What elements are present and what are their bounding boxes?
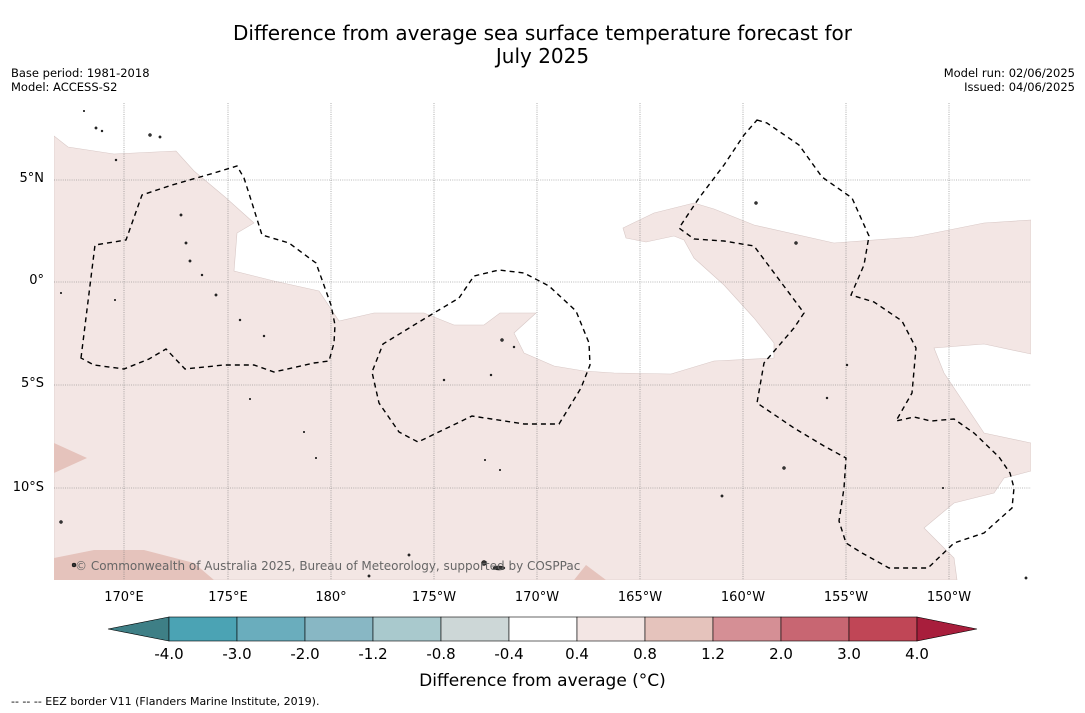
lat-label-10s: 10°S <box>12 480 44 495</box>
eez-legend-note: -- -- -- EEZ border V11 (Flanders Marine… <box>11 695 320 708</box>
island <box>214 293 218 297</box>
sst-anomaly-map <box>54 103 1031 580</box>
lat-label-5s: 5°S <box>20 376 44 391</box>
colorbar-box <box>576 616 646 642</box>
lat-label-0: 0° <box>29 273 44 288</box>
title-line-2: July 2025 <box>495 44 590 68</box>
colorbar-box <box>440 616 510 642</box>
lon-label-165w: 165°W <box>617 590 663 605</box>
title-line-1: Difference from average sea surface temp… <box>232 21 852 45</box>
anomaly-region-main <box>54 135 1031 580</box>
colorbar-box <box>712 616 782 642</box>
island <box>481 560 487 566</box>
colorbar-box <box>372 616 442 642</box>
island <box>114 158 118 162</box>
lon-label-160w: 160°W <box>720 590 766 605</box>
island <box>794 241 798 245</box>
island <box>483 458 487 462</box>
island <box>367 574 371 578</box>
anomaly-patch-southwest <box>54 550 214 580</box>
graticule <box>54 103 1031 580</box>
colorbar-box <box>644 616 714 642</box>
island <box>498 468 502 472</box>
colorbar-tick-label: -2.0 <box>290 645 320 663</box>
colorbar-tick-label: 1.2 <box>701 645 725 663</box>
islands <box>59 109 1028 580</box>
island <box>188 259 192 263</box>
island <box>200 273 204 277</box>
eez-borders <box>80 119 1015 569</box>
island <box>148 133 152 137</box>
island <box>262 334 266 338</box>
lon-label-170e: 170°E <box>104 590 144 605</box>
island <box>754 201 758 205</box>
colorbar-box <box>236 616 306 642</box>
island <box>184 241 188 245</box>
lat-label-5n: 5°N <box>19 171 45 186</box>
island <box>314 456 318 460</box>
island <box>782 466 786 470</box>
colorbar-tick-label: 2.0 <box>769 645 793 663</box>
lon-label-175w: 175°W <box>411 590 457 605</box>
lon-label-155w: 155°W <box>823 590 869 605</box>
colorbar-tick-label: -1.2 <box>358 645 388 663</box>
island <box>941 486 945 490</box>
colorbar-tick-label: 4.0 <box>905 645 929 663</box>
colorbar-tick-label: 0.4 <box>565 645 589 663</box>
island <box>825 396 829 400</box>
copyright-notice: © Commonwealth of Australia 2025, Bureau… <box>75 559 581 573</box>
colorbar-tick-label: 3.0 <box>837 645 861 663</box>
island <box>113 298 117 302</box>
island <box>158 135 162 139</box>
colorbar-tick-label: -4.0 <box>154 645 184 663</box>
colorbar-extend-high <box>916 616 978 642</box>
colorbar-tick-label: -0.8 <box>426 645 456 663</box>
colorbar-box <box>168 616 238 642</box>
eez-border-kiribati-line <box>678 119 1015 569</box>
anomaly-patch-west <box>54 443 87 473</box>
island <box>59 520 63 524</box>
meta-right: Model run: 02/06/2025 Issued: 04/06/2025 <box>944 66 1075 94</box>
colorbar-extend-low <box>107 616 170 642</box>
lon-label-175e: 175°E <box>208 590 248 605</box>
colorbar-box <box>508 616 578 642</box>
lon-label-170w: 170°W <box>514 590 560 605</box>
colorbar-box <box>848 616 918 642</box>
chart-title: Difference from average sea surface temp… <box>0 22 1085 68</box>
issued-date: Issued: 04/06/2025 <box>964 80 1075 94</box>
eez-border-tokelau <box>371 269 591 443</box>
lon-label-150w: 150°W <box>926 590 972 605</box>
model-run: Model run: 02/06/2025 <box>943 66 1075 80</box>
island <box>82 109 86 113</box>
lon-label-180: 180° <box>315 590 347 605</box>
model-name: Model: ACCESS-S2 <box>11 80 118 94</box>
colorbar-box <box>780 616 850 642</box>
anomaly-patch-south <box>574 565 606 580</box>
island <box>179 213 183 217</box>
island <box>512 345 516 349</box>
colorbar-box <box>304 616 374 642</box>
island <box>100 129 104 133</box>
island <box>59 291 63 295</box>
colorbar-tick-label: -3.0 <box>222 645 252 663</box>
island <box>71 562 77 568</box>
island <box>1024 576 1028 580</box>
base-period: Base period: 1981-2018 <box>11 66 150 80</box>
colorbar-tick-label: 0.8 <box>633 645 657 663</box>
island <box>845 363 849 367</box>
island <box>94 126 98 130</box>
island <box>489 373 493 377</box>
meta-left: Base period: 1981-2018 Model: ACCESS-S2 <box>11 66 150 94</box>
island <box>407 553 411 557</box>
island <box>238 318 242 322</box>
island <box>500 338 504 342</box>
island <box>492 565 506 571</box>
island <box>302 430 306 434</box>
island <box>442 378 446 382</box>
colorbar-tick-label: -0.4 <box>494 645 524 663</box>
island <box>720 494 724 498</box>
colorbar-label: Difference from average (°C) <box>419 671 666 691</box>
island <box>248 397 252 401</box>
colorbar <box>107 616 978 642</box>
